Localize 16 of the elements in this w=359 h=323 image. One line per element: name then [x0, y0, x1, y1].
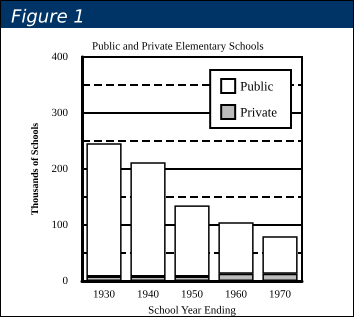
y-tick-label: 400 — [52, 51, 68, 63]
x-axis-title: School Year Ending — [148, 304, 236, 316]
y-tick-label: 300 — [52, 107, 68, 119]
y-tick-label: 200 — [52, 163, 68, 175]
chart-title: Figure 1 — [11, 6, 85, 28]
y-tick-label: 0 — [62, 275, 68, 287]
x-tick-label: 1960 — [225, 288, 248, 300]
legend-label: Public — [240, 78, 274, 94]
chart-subtitle: Public and Private Elementary Schools — [92, 40, 264, 52]
x-tick-label: 1950 — [181, 288, 204, 300]
x-tick-label: 1970 — [269, 288, 292, 300]
x-tick-label: 1930 — [93, 288, 116, 300]
y-tick-label: 100 — [52, 219, 68, 231]
x-tick-label: 1940 — [137, 288, 160, 300]
legend-label: Private — [240, 104, 278, 120]
y-axis-title: Thousands of Schools — [30, 122, 42, 216]
